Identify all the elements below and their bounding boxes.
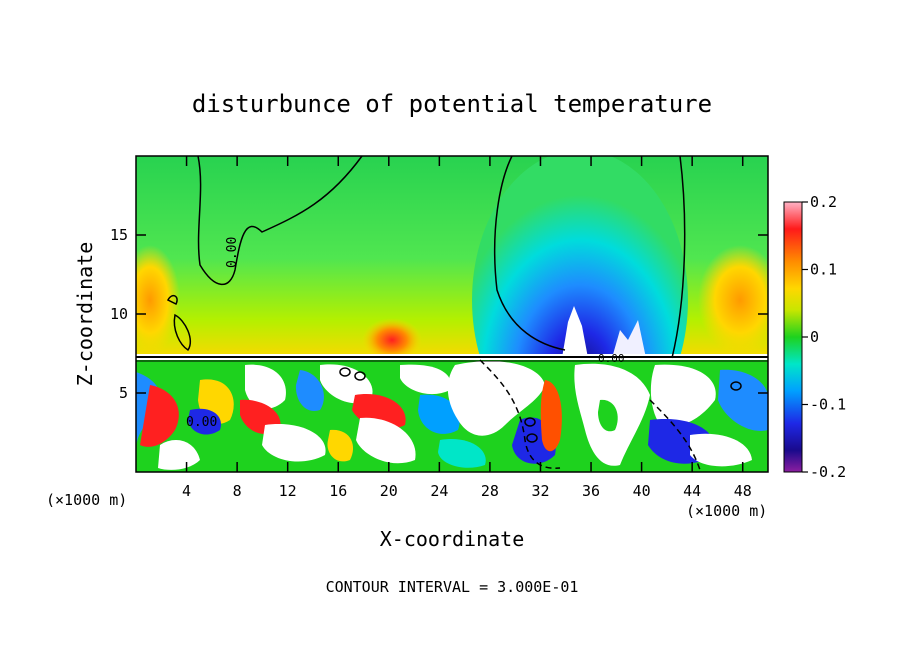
contour-cold-dashed — [479, 359, 561, 469]
x-tick-label-0: 4 — [182, 482, 191, 500]
contour-label-2: 0.00 — [186, 415, 217, 430]
x-tick-label-11: 48 — [734, 482, 752, 500]
lower-white-big — [447, 361, 545, 436]
contour-oval-2 — [526, 433, 538, 443]
contour-oval-3 — [730, 381, 742, 391]
colorbar-tick-label-2: 0 — [810, 328, 819, 346]
x-axis-label: X-coordinate — [380, 527, 525, 551]
x-tick-label-10: 44 — [683, 482, 701, 500]
warm-patch-center — [362, 318, 422, 362]
contour-oval-4 — [339, 367, 351, 377]
contour-oval-1 — [524, 417, 536, 427]
colorbar-tick-label-3: -0.1 — [810, 396, 846, 414]
y-axis: 5 10 15 — [110, 226, 768, 402]
lower-blue-2 — [188, 408, 221, 435]
warm-patch-left — [136, 245, 180, 355]
colorbar-tick-label-0: 0.2 — [810, 193, 837, 211]
contour-zero-right-2 — [671, 155, 686, 359]
colorbar — [783, 201, 803, 473]
chart-title: disturbunce of potential temperature — [192, 90, 712, 118]
colorbar-tick-label-4: -0.2 — [810, 463, 846, 481]
lower-green-1 — [598, 399, 618, 432]
lower-white-6 — [400, 364, 451, 395]
x-tick-label-9: 40 — [633, 482, 651, 500]
x-tick-label-3: 16 — [329, 482, 347, 500]
colorbar-ticks: 0.2 0.1 0 -0.1 -0.2 — [802, 193, 846, 481]
x-tick-label-5: 24 — [430, 482, 448, 500]
warm-patch-right — [698, 245, 768, 355]
contour-label-3: 0.00 — [598, 352, 625, 365]
lower-white-5 — [356, 417, 416, 464]
lower-yellow-2 — [327, 429, 354, 462]
lower-white-3 — [262, 424, 326, 462]
contour-label-1: 0.00 — [225, 237, 240, 268]
contour-small-loop — [173, 313, 192, 352]
lower-red-1 — [140, 385, 179, 447]
y-axis-label: Z-coordinate — [73, 242, 97, 387]
x-unit-left: (×1000 m) — [46, 491, 127, 509]
lower-white-2 — [245, 364, 286, 409]
contour-lines — [136, 155, 768, 471]
lower-blue-4 — [418, 394, 460, 434]
lower-white-1 — [158, 440, 200, 470]
lower-red-4 — [540, 380, 562, 452]
cold-core-white — [562, 306, 588, 358]
x-unit-right: (×1000 m) — [686, 502, 767, 520]
colorbar-tick-label-1: 0.1 — [810, 261, 837, 279]
lower-white-8 — [650, 364, 716, 427]
contour-cold-dashed-2 — [649, 399, 701, 471]
contour-small-loop-2 — [166, 294, 178, 306]
x-tick-label-4: 20 — [380, 482, 398, 500]
contour-oval-5 — [354, 371, 366, 381]
contour-interval-footer: CONTOUR INTERVAL = 3.000E-01 — [326, 578, 579, 596]
x-tick-label-6: 28 — [481, 482, 499, 500]
lower-cyan-1 — [438, 439, 486, 468]
cold-core-white-2 — [612, 320, 646, 358]
plot-area — [136, 156, 768, 472]
y-tick-label-0: 5 — [119, 384, 128, 402]
y-tick-label-2: 15 — [110, 226, 128, 244]
contour-zero-left — [197, 155, 363, 286]
x-tick-label-1: 8 — [233, 482, 242, 500]
y-tick-label-1: 10 — [110, 305, 128, 323]
lower-white-4 — [320, 364, 373, 404]
x-tick-label-2: 12 — [279, 482, 297, 500]
lower-white-9 — [690, 433, 752, 467]
x-axis: 4 8 12 16 20 24 28 32 36 40 44 48 — [182, 156, 752, 500]
contour-zero-right — [493, 155, 566, 351]
x-tick-label-8: 36 — [582, 482, 600, 500]
lower-blue-3 — [295, 370, 324, 411]
x-tick-label-7: 32 — [531, 482, 549, 500]
